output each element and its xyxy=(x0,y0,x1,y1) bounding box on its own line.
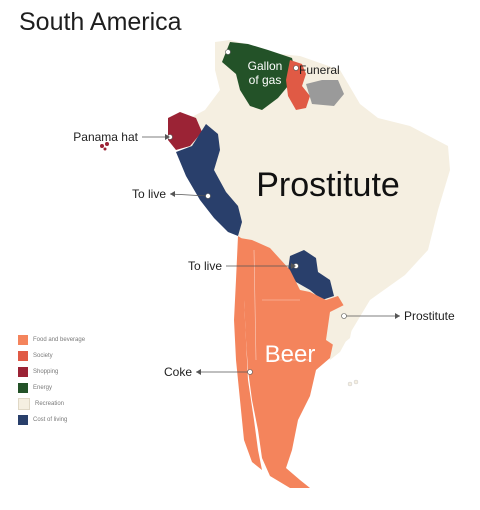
marker-chile xyxy=(247,369,253,375)
region-venezuela[interactable] xyxy=(222,42,296,110)
legend-swatch xyxy=(18,398,30,410)
marker-guyana xyxy=(293,65,299,71)
arrow-paraguay xyxy=(291,263,296,269)
label-argentina: Beer xyxy=(265,341,316,368)
marker-venezuela xyxy=(225,49,231,55)
legend-swatch xyxy=(18,351,28,361)
legend-swatch xyxy=(18,335,28,345)
legend-item: Shopping xyxy=(18,364,85,380)
label-paraguay: To live xyxy=(188,259,222,273)
legend-item: Cost of living xyxy=(18,412,85,428)
legend-item: Society xyxy=(18,348,85,364)
region-brazil[interactable] xyxy=(180,40,450,360)
legend-swatch xyxy=(18,383,28,393)
label-ecuador: Panama hat xyxy=(73,130,138,144)
arrow-chile xyxy=(196,369,201,375)
legend-swatch xyxy=(18,415,28,425)
legend-item: Energy xyxy=(18,380,85,396)
region-peru[interactable] xyxy=(176,124,242,236)
region-argentina[interactable] xyxy=(240,238,344,488)
legend-label: Society xyxy=(33,353,53,359)
galapagos-islands xyxy=(105,142,109,146)
label-peru: To live xyxy=(132,187,166,201)
leader-peru xyxy=(169,193,209,197)
arrow-uruguay xyxy=(395,313,400,319)
legend-label: Food and beverage xyxy=(33,337,86,343)
label-brazil: Prostitute xyxy=(256,166,400,204)
map-title: South America xyxy=(19,8,182,36)
label-venezuela-line1: Gallon xyxy=(248,59,283,73)
label-venezuela-line2: of gas xyxy=(249,73,282,87)
legend-swatch xyxy=(18,367,28,377)
falkland-islands xyxy=(353,379,359,385)
label-guyana: Funeral xyxy=(299,63,340,77)
region-ecuador[interactable] xyxy=(168,112,202,150)
galapagos-islands xyxy=(103,147,107,151)
region-uruguay[interactable] xyxy=(326,304,354,348)
legend-label: Energy xyxy=(33,385,53,391)
legend: Food and beverage Society Shopping Energy Re… xyxy=(18,332,85,428)
marker-peru xyxy=(205,193,211,199)
arrow-ecuador xyxy=(165,134,170,140)
legend-label: Shopping xyxy=(33,369,59,375)
legend-label: Cost of living xyxy=(33,417,68,423)
legend-label: Recreation xyxy=(35,401,65,407)
region-paraguay[interactable] xyxy=(288,250,334,300)
region-suriname[interactable] xyxy=(306,80,344,106)
legend-item: Recreation xyxy=(18,396,85,412)
label-uruguay: Prostitute xyxy=(404,309,455,323)
falkland-islands xyxy=(347,381,353,387)
region-chile[interactable] xyxy=(234,236,262,470)
label-chile: Coke xyxy=(164,365,192,379)
region-guyana[interactable] xyxy=(286,60,310,110)
marker-uruguay xyxy=(341,313,347,319)
arrow-peru xyxy=(170,191,175,197)
legend-item: Food and beverage xyxy=(18,332,85,348)
galapagos-islands xyxy=(100,144,104,148)
